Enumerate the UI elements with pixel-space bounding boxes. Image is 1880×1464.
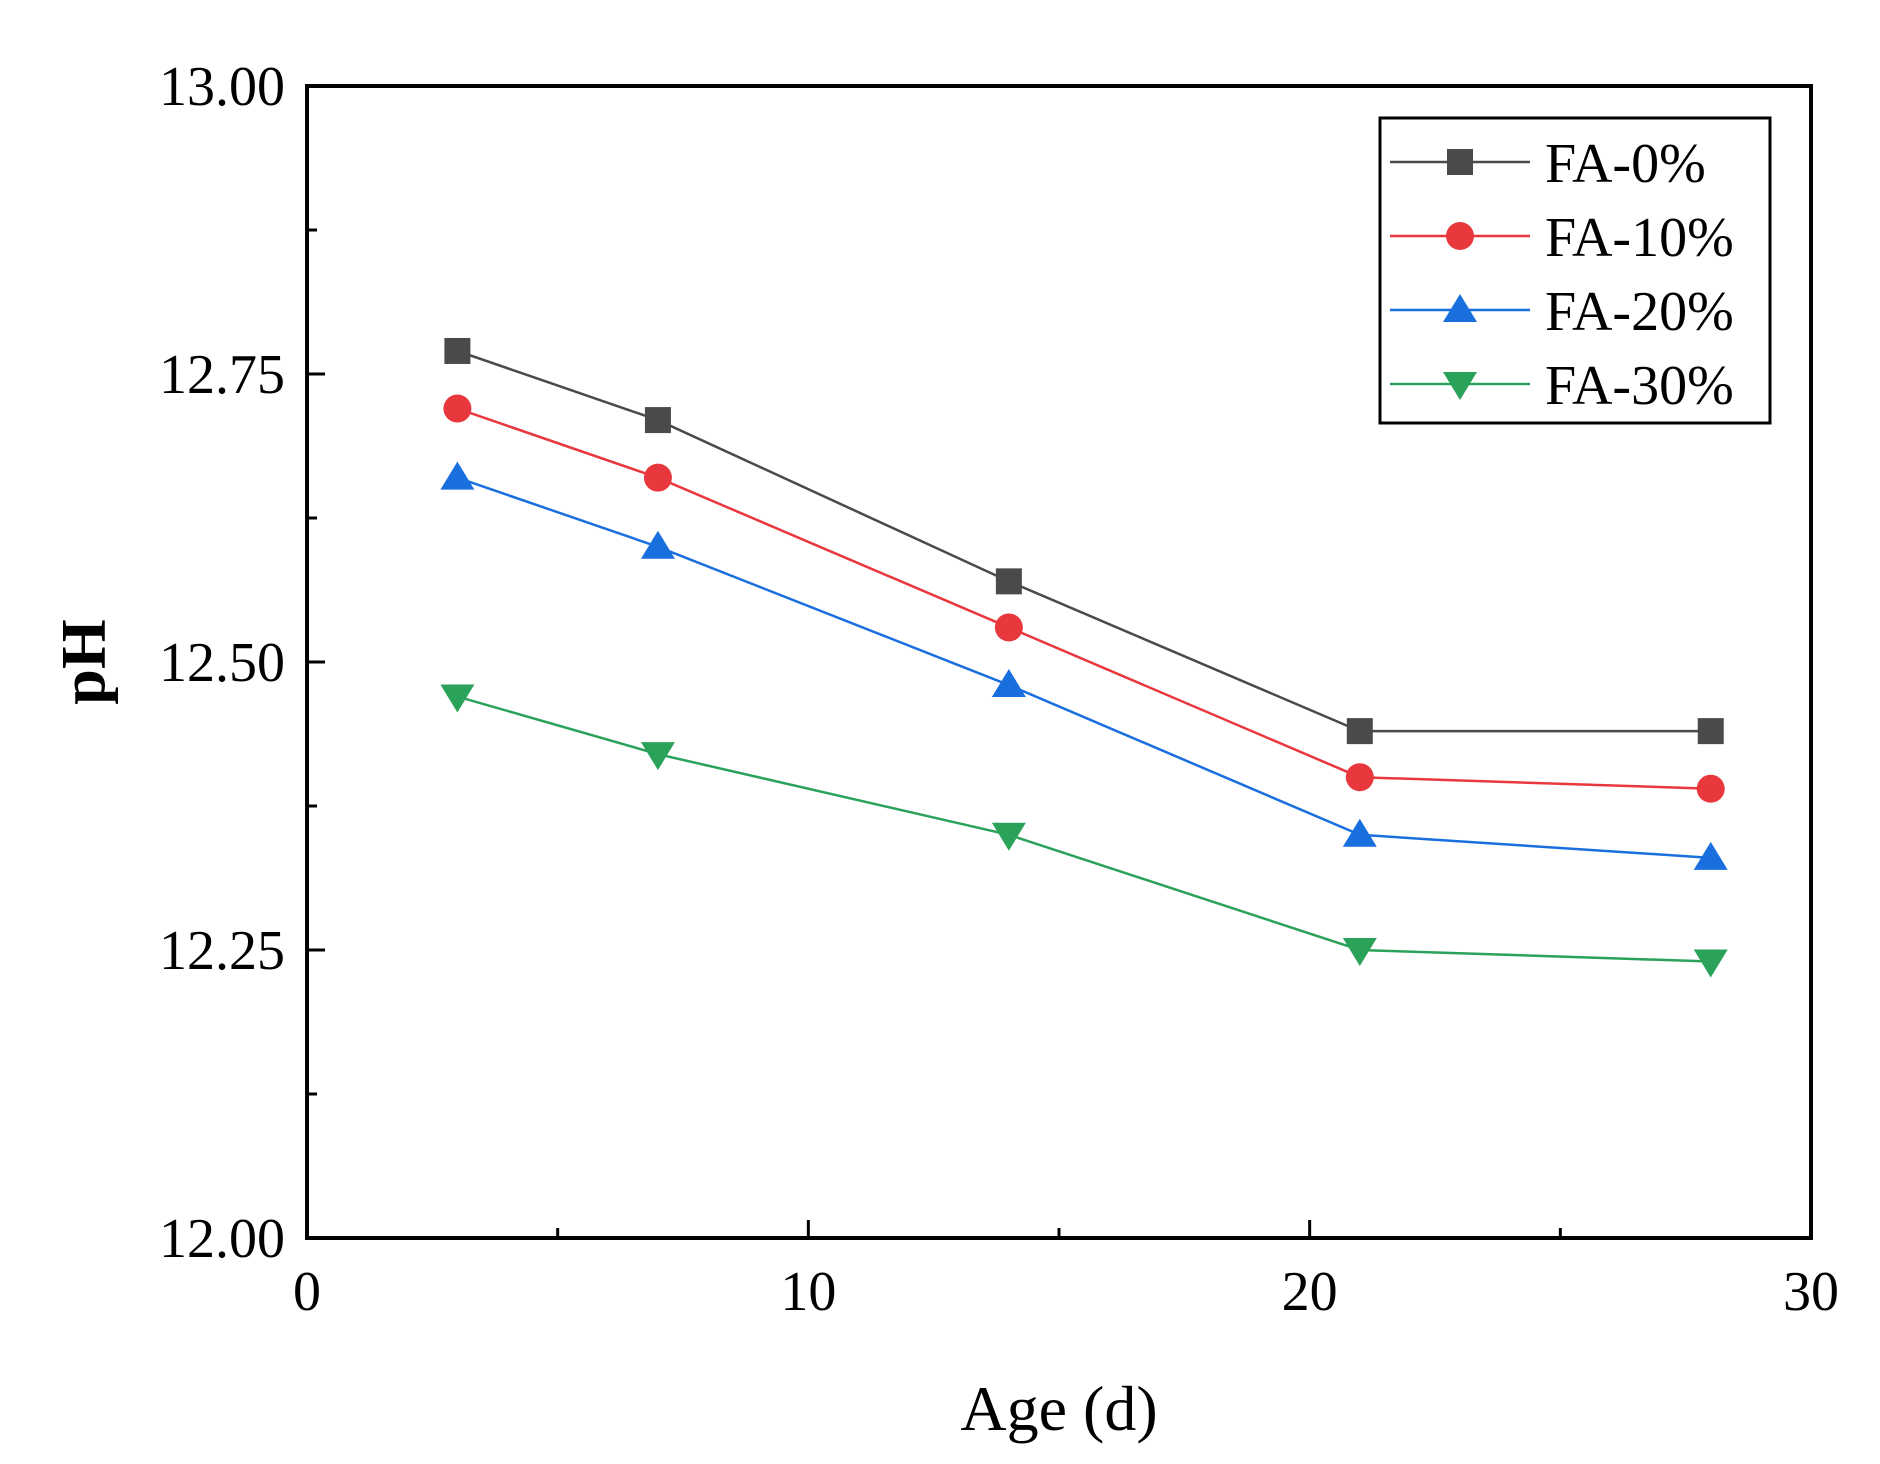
legend-item: FA-20% <box>1390 281 1734 343</box>
legend-item: FA-30% <box>1390 355 1734 417</box>
data-point <box>1342 938 1377 966</box>
x-axis-title: Age (d) <box>960 1373 1157 1444</box>
legend: FA-0% FA-10% FA-20% FA-30% <box>1378 116 1772 425</box>
series-layer <box>440 337 1728 978</box>
x-tick-label: 0 <box>293 1261 321 1323</box>
series-FA-30% <box>440 684 1728 978</box>
y-tick-label: 12.75 <box>159 344 285 406</box>
y-tick-label: 12.25 <box>159 920 285 982</box>
data-point <box>440 461 475 490</box>
series-FA-20% <box>440 461 1728 870</box>
series-FA-0% <box>444 337 1724 745</box>
data-point <box>443 394 472 423</box>
x-tick-label: 10 <box>780 1261 836 1323</box>
plot-frame <box>305 84 1813 1240</box>
data-point <box>1697 718 1724 745</box>
series-line <box>457 695 1711 963</box>
legend-item: FA-10% <box>1390 207 1734 269</box>
legend-label: FA-20% <box>1545 281 1734 343</box>
data-point <box>644 407 671 434</box>
data-point <box>1342 818 1377 847</box>
data-point <box>444 337 471 364</box>
legend-marker <box>1447 149 1473 175</box>
x-tick-label: 20 <box>1282 1261 1338 1323</box>
data-point <box>991 822 1026 851</box>
data-point <box>640 530 675 559</box>
data-point <box>991 669 1026 698</box>
series-line <box>456 476 1711 860</box>
data-point <box>1345 763 1374 792</box>
axis-ticks: 0 10 20 30 12.00 12.25 12.50 12.75 13.00 <box>159 56 1839 1323</box>
legend-item: FA-0% <box>1390 133 1706 195</box>
data-point <box>1696 774 1725 803</box>
data-point <box>643 463 672 492</box>
y-tick-label: 12.00 <box>159 1208 285 1270</box>
legend-marker <box>1446 222 1474 250</box>
legend-label: FA-10% <box>1545 207 1734 269</box>
x-tick-label: 30 <box>1783 1261 1839 1323</box>
y-tick-label: 13.00 <box>159 56 285 118</box>
data-point <box>994 613 1023 642</box>
data-point <box>640 742 675 771</box>
legend-label: FA-30% <box>1545 355 1734 417</box>
legend-label: FA-0% <box>1545 133 1706 195</box>
data-point <box>1346 718 1373 745</box>
series-FA-10% <box>443 394 1725 803</box>
legend-marker <box>1443 372 1477 400</box>
y-tick-label: 12.50 <box>159 632 285 694</box>
data-point <box>1693 949 1728 978</box>
legend-marker <box>1443 294 1477 322</box>
data-point <box>440 684 475 713</box>
data-point <box>1693 841 1728 870</box>
y-axis-title: pH <box>48 619 119 704</box>
data-point <box>995 568 1022 595</box>
